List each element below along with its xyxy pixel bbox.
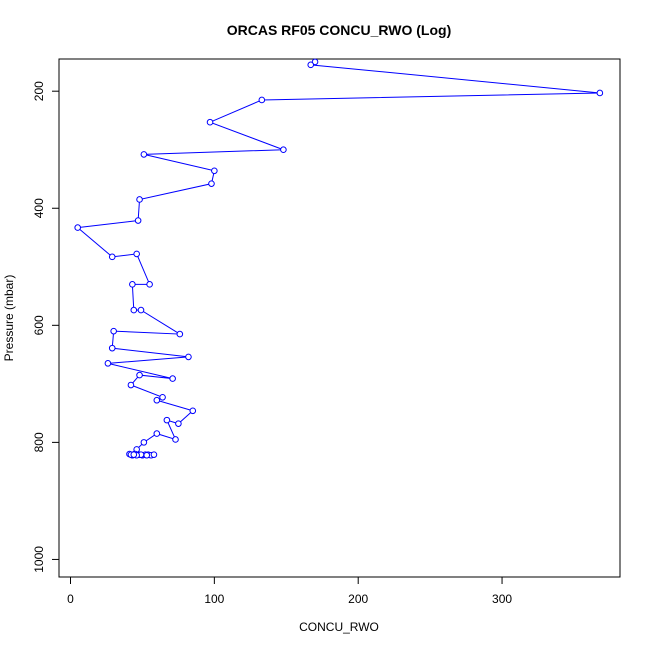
data-point: [185, 353, 192, 361]
data-point: [137, 306, 145, 314]
chart-title: ORCAS RF05 CONCU_RWO (Log): [227, 22, 452, 38]
data-point: [140, 439, 148, 446]
y-tick-label: 1000: [32, 546, 46, 573]
series-line: [76, 61, 600, 456]
data-point: [130, 306, 138, 314]
y-axis: 200 400 600 800 1000: [32, 81, 60, 573]
x-tick-label: 0: [67, 592, 74, 606]
data-point: [153, 396, 161, 404]
data-point: [108, 253, 116, 261]
data-point: [146, 281, 153, 288]
x-axis-label: CONCU_RWO: [299, 620, 379, 634]
data-point: [189, 407, 197, 415]
data-point: [163, 416, 171, 424]
data-point: [134, 217, 142, 224]
data-point: [110, 327, 117, 335]
data-point: [211, 167, 218, 175]
data-point: [74, 224, 81, 231]
data-point: [108, 344, 116, 352]
y-axis-label: Pressure (mbar): [2, 275, 16, 362]
y-tick-label: 600: [32, 315, 46, 335]
data-point: [169, 375, 176, 382]
data-point: [280, 146, 287, 154]
data-point: [136, 196, 143, 203]
y-tick-label: 400: [32, 198, 46, 218]
y-tick-label: 800: [32, 432, 46, 452]
x-tick-label: 100: [204, 592, 224, 606]
data-point: [172, 436, 179, 443]
x-axis: 0 100 200 300: [67, 576, 512, 606]
data-point: [258, 96, 266, 104]
data-point: [130, 451, 138, 458]
x-tick-label: 300: [492, 592, 512, 606]
data-point: [176, 330, 184, 338]
data-point: [208, 180, 215, 187]
data-point: [143, 451, 151, 459]
data-point: [133, 250, 140, 258]
data-point: [140, 151, 148, 158]
x-tick-label: 200: [348, 592, 368, 606]
data-point: [136, 371, 143, 379]
data-series: [74, 58, 604, 459]
data-point: [104, 360, 112, 367]
data-point: [206, 118, 214, 126]
data-point: [129, 281, 136, 288]
data-point: [159, 394, 166, 401]
data-point: [596, 89, 604, 97]
data-point: [127, 381, 135, 389]
data-point: [175, 420, 182, 427]
data-point: [150, 451, 158, 458]
data-point: [153, 430, 161, 437]
y-tick-label: 200: [32, 81, 46, 101]
plot-frame: [58, 58, 621, 578]
data-point: [307, 61, 315, 69]
